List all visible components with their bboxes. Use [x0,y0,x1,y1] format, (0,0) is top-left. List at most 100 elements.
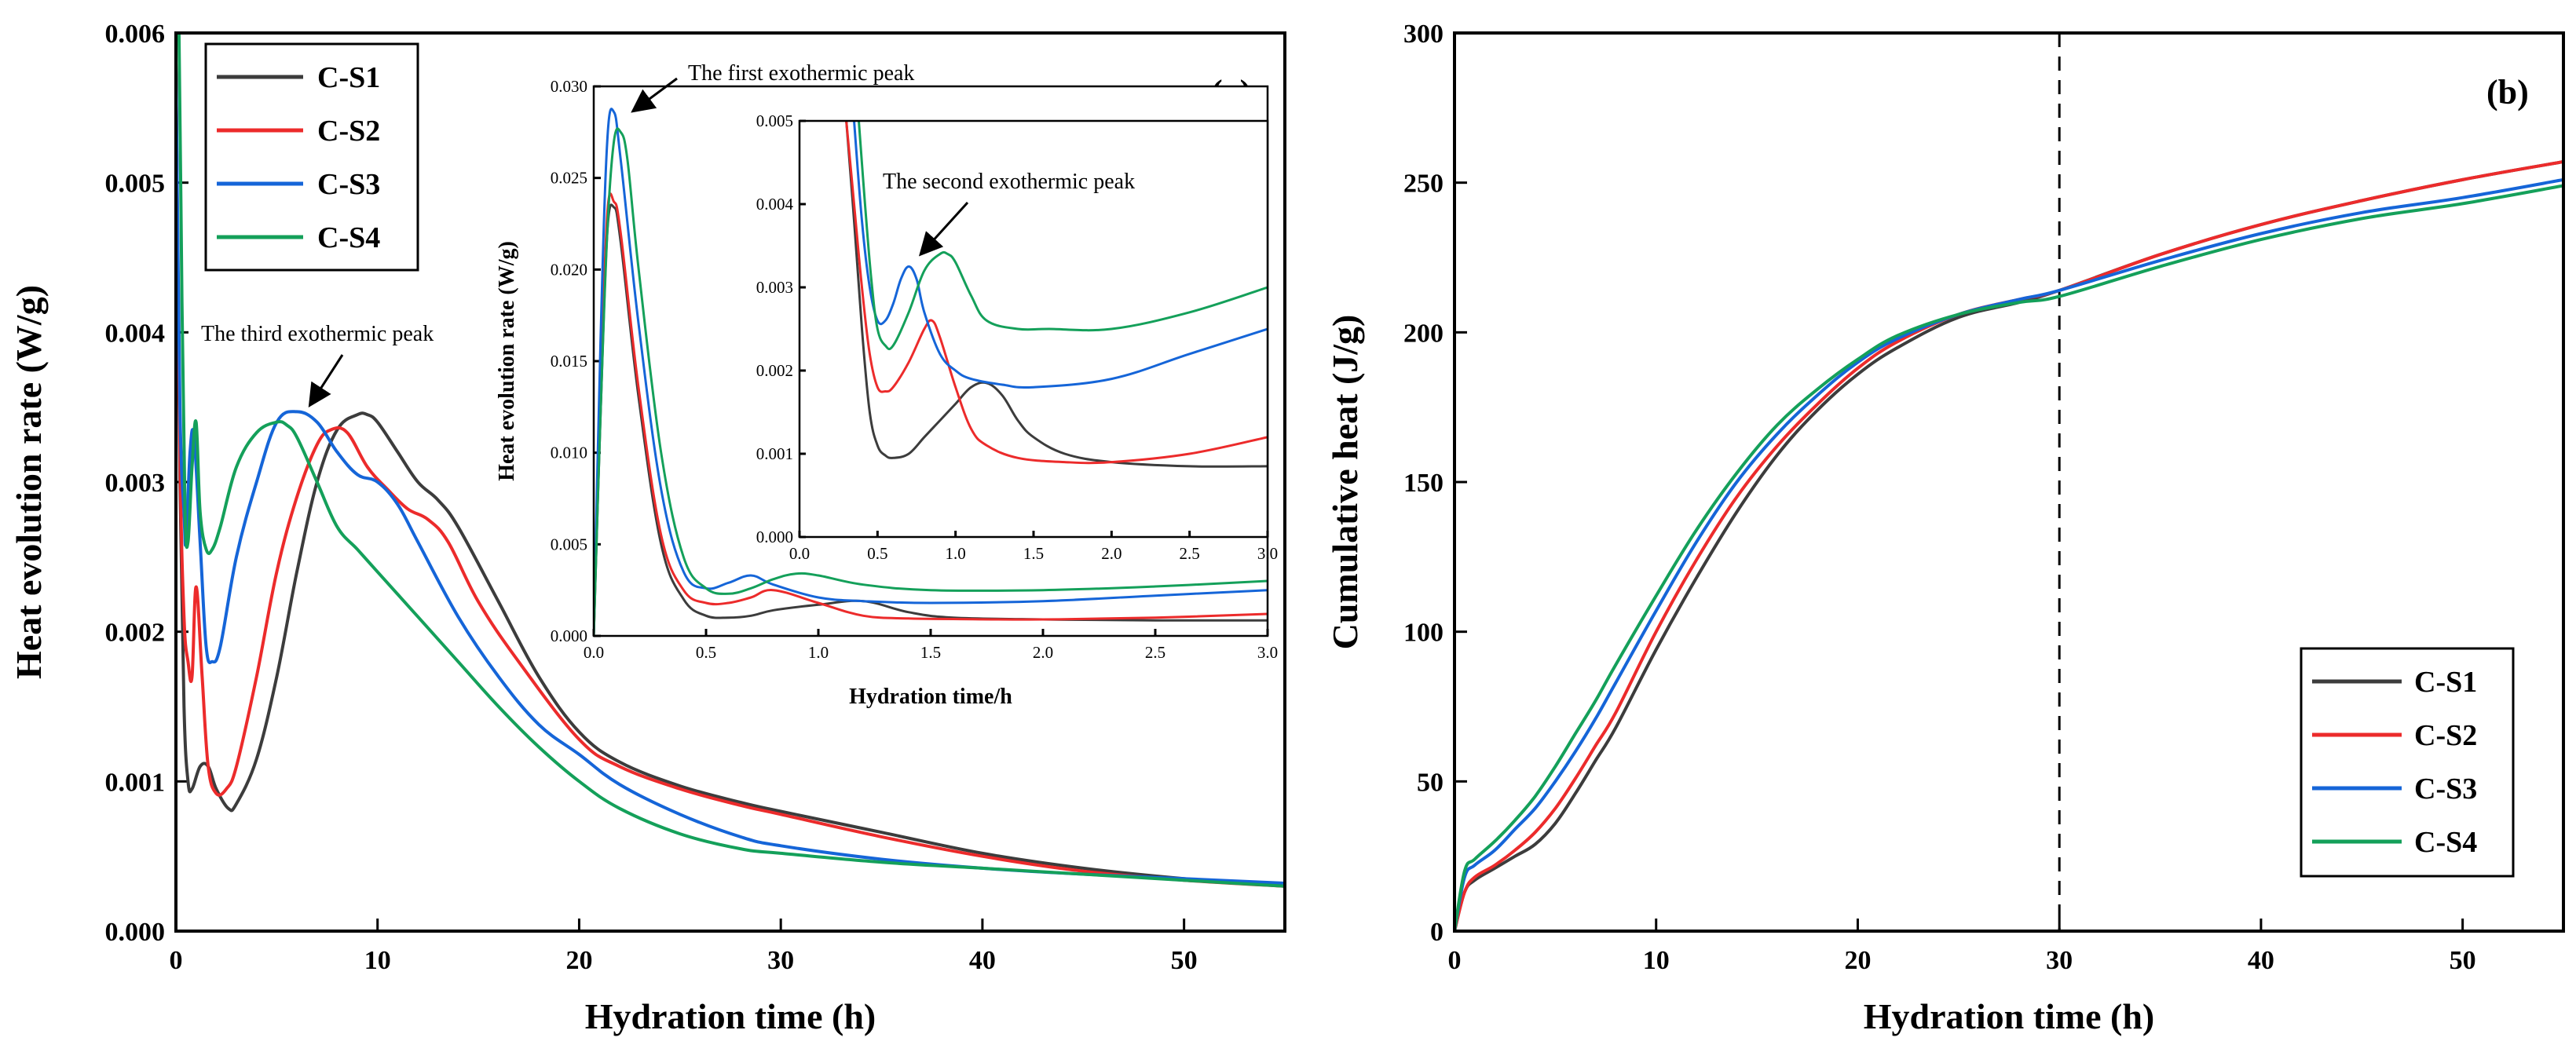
panel-b-series [1454,160,2563,931]
legend-b-label-cs2: C-S2 [2414,719,2477,752]
panel-b-xtick-label: 0 [1448,946,1462,975]
inset-1-series [594,108,1268,636]
panel-a-series [176,33,1285,888]
inset-1-xtick-label: 2.0 [1033,643,1053,662]
legend-b-label-cs1: C-S1 [2414,666,2477,699]
panel-a-ytick-label: 0.001 [105,768,166,797]
legend-a-label-cs1: C-S1 [317,61,380,94]
panel-a-line-c-s2 [176,61,1285,888]
inset-2: 0.0 0.5 1.0 1.5 2.0 2.5 3.0 0.000 0.001 0.002 0.00… [756,111,1278,563]
panel-a-legend: C-S1 C-S2 C-S3 C-S4 [204,42,419,272]
inset-1-line-c-s3 [594,108,1268,636]
panel-a-ytick-label: 0.002 [105,619,166,648]
inset-1-ytick-label: 0.030 [551,77,587,96]
panel-b-ytick-label: 200 [1403,319,1444,348]
legend-a-box [204,42,419,272]
inset-2-ytick-label: 0.002 [756,361,793,380]
inset-1-xtick-label: 0.0 [584,643,604,662]
panel-b-label: (b) [2486,73,2529,111]
panel-a-ytick-label: 0.004 [105,319,166,348]
legend-a-label-cs4: C-S4 [317,221,380,254]
annotation-first-peak-arrow [631,77,678,113]
inset-2-ytick-label: 0.001 [756,444,793,463]
inset-2-ytick-label: 0.000 [756,528,793,546]
panel-b-ylabel: Cumulative heat (J/g) [1325,315,1365,650]
inset-2-line-c-s2 [845,121,1268,465]
panel-b-line-c-s3 [1454,177,2563,931]
inset-1: 0.0 0.5 1.0 1.5 2.0 2.5 3.00.0000.0050.0100.01… [495,61,1278,709]
inset-1-xlabel: Hydration time/h [849,685,1012,709]
inset-1-xtick-label: 2.5 [1145,643,1165,662]
legend-b-label-cs3: C-S3 [2414,773,2477,805]
panel-a-xtick-label: 10 [364,946,391,975]
inset-1-xtick-label: 0.5 [696,643,716,662]
inset-1-xtick-label: 1.5 [920,643,941,662]
panel-b-xtick-label: 30 [2046,946,2073,975]
panel-b-legend: C-S1 C-S2 C-S3 C-S4 [2300,647,2515,878]
panel-a-xtick-label: 30 [767,946,794,975]
inset-1-ytick-label: 0.010 [551,444,587,462]
panel-b-line-c-s2 [1454,160,2563,931]
inset-2-xtick-label: 0.0 [789,544,810,563]
inset-2-xtick-label: 3.0 [1257,544,1278,563]
inset-2-ticks: 0.0 0.5 1.0 1.5 2.0 2.5 3.0 0.000 0.001 0.002 0.00… [756,111,1278,563]
inset-2-ytick-label: 0.005 [756,111,793,130]
panel-a-ytick-label: 0.003 [105,469,166,498]
legend-b-label-cs4: C-S4 [2414,826,2477,859]
inset-2-xtick-label: 0.5 [867,544,887,563]
panel-b: 0 10 20 30 40 50 0 50 100 150 200 250 300 (b) Hydrat… [1325,20,2565,1036]
inset-2-frame [798,119,1269,539]
inset-2-xtick-label: 1.0 [946,544,966,563]
panel-a-ytick-label: 0.000 [105,918,166,947]
inset-2-line-c-s4 [858,121,1268,351]
panel-b-ytick-label: 100 [1403,619,1444,648]
annotation-second-peak-arrow [918,201,969,257]
panel-a-xtick-label: 20 [565,946,592,975]
annotation-second-peak: The second exothermic peak [883,170,1135,194]
panel-b-ytick-label: 0 [1430,918,1444,947]
legend-a-label-cs3: C-S3 [317,168,380,201]
inset-2-series [845,121,1268,468]
panel-a: 0 10 20 30 40 500.0000.0010.0020.0030.0040.00… [9,20,1286,1036]
panel-b-line-c-s4 [1454,184,2563,931]
panel-a-xtick-label: 40 [969,946,996,975]
panel-b-ytick-label: 150 [1403,469,1444,498]
inset-2-xtick-label: 2.5 [1180,544,1200,563]
panel-b-xtick-label: 10 [1643,946,1670,975]
annotation-third-peak-arrow [308,354,344,408]
panel-a-xtick-label: 0 [170,946,183,975]
panel-a-ytick-label: 0.005 [105,170,166,199]
panel-a-xtick-label: 50 [1171,946,1198,975]
panel-b-xlabel: Hydration time (h) [1864,996,2155,1036]
panel-a-line-c-s4 [176,33,1285,888]
inset-2-xtick-label: 1.5 [1023,544,1044,563]
panel-a-line-c-s3 [176,61,1285,885]
panel-a-ylabel: Heat evolution rate (W/g) [9,285,49,679]
inset-1-ytick-label: 0.005 [551,535,587,553]
inset-1-xtick-label: 3.0 [1257,643,1278,662]
inset-1-xtick-label: 1.0 [808,643,829,662]
annotation-first-peak: The first exothermic peak [688,61,914,86]
inset-2-ytick-label: 0.003 [756,278,793,297]
panel-a-line-c-s1 [176,61,1285,888]
panel-b-xtick-label: 20 [1844,946,1871,975]
inset-1-line-c-s4 [594,127,1268,636]
panel-b-ytick-label: 250 [1403,170,1444,199]
inset-1-ytick-label: 0.015 [551,352,587,371]
panel-a-frame [174,31,1286,933]
inset-2-line-c-s1 [845,121,1268,468]
inset-1-ytick-label: 0.000 [551,626,587,645]
panel-b-frame [1453,31,2565,933]
panel-a-xlabel: Hydration time (h) [585,996,876,1036]
legend-a-label-cs2: C-S2 [317,115,380,148]
inset-1-ylabel: Heat evolution rate (W/g) [495,241,519,481]
panel-a-ytick-label: 0.006 [105,20,166,49]
panel-b-xtick-label: 50 [2450,946,2476,975]
inset-1-ytick-label: 0.020 [551,260,587,279]
legend-b-box [2300,647,2515,878]
inset-2-ytick-label: 0.004 [756,195,794,214]
panel-b-xtick-label: 40 [2248,946,2274,975]
annotation-third-peak: The third exothermic peak [201,322,434,346]
inset-1-ytick-label: 0.025 [551,169,587,188]
